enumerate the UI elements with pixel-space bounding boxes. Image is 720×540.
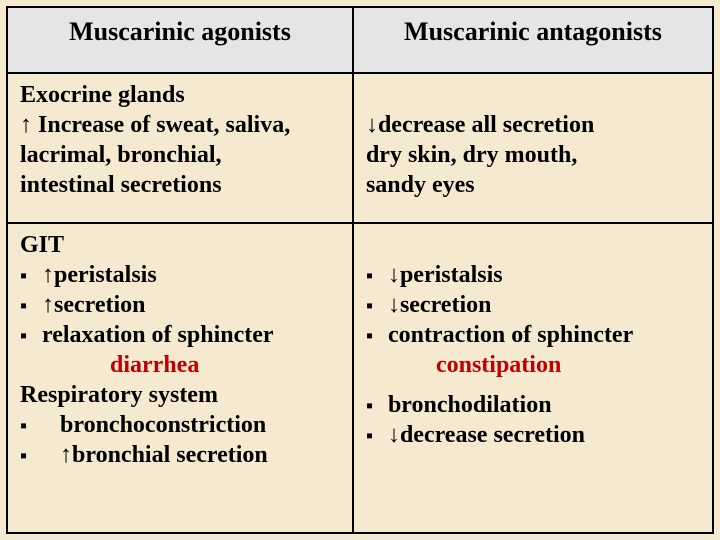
spacer bbox=[366, 230, 702, 260]
body-line: ↑ Increase of sweat, saliva, bbox=[20, 110, 342, 140]
outcome-text: constipation bbox=[366, 350, 702, 380]
bullet-icon: ▪ bbox=[366, 394, 388, 419]
table-row: Exocrine glands ↑ Increase of sweat, sal… bbox=[7, 73, 713, 223]
bullet-item: ▪ bronchoconstriction bbox=[20, 410, 342, 440]
outcome-text: diarrhea bbox=[20, 350, 342, 380]
cell-exocrine-agonist: Exocrine glands ↑ Increase of sweat, sal… bbox=[7, 73, 353, 223]
bullet-text: ↓secretion bbox=[388, 290, 492, 320]
bullet-icon: ▪ bbox=[366, 294, 388, 319]
section-title: Respiratory system bbox=[20, 380, 342, 410]
bullet-text: ↑secretion bbox=[42, 290, 146, 320]
bullet-item: ▪contraction of sphincter bbox=[366, 320, 702, 350]
comparison-table: Muscarinic agonists Muscarinic antagonis… bbox=[6, 6, 714, 534]
bullet-text: bronchodilation bbox=[388, 390, 552, 420]
bullet-item: ▪↓decrease secretion bbox=[366, 420, 702, 450]
bullet-icon: ▪ bbox=[366, 264, 388, 289]
table-row: GIT ▪↑peristalsis ▪↑secretion ▪relaxatio… bbox=[7, 223, 713, 533]
bullet-icon: ▪ bbox=[20, 324, 42, 349]
col-header-antagonists: Muscarinic antagonists bbox=[353, 7, 713, 73]
bullet-text: relaxation of sphincter bbox=[42, 320, 274, 350]
bullet-item: ▪↑secretion bbox=[20, 290, 342, 320]
bullet-icon: ▪ bbox=[366, 324, 388, 349]
bullet-icon: ▪ bbox=[20, 294, 42, 319]
bullet-item: ▪bronchodilation bbox=[366, 390, 702, 420]
bullet-icon: ▪ bbox=[20, 414, 42, 439]
section-title: GIT bbox=[20, 230, 342, 260]
bullet-text: bronchoconstriction bbox=[42, 410, 266, 440]
bullet-item: ▪↓peristalsis bbox=[366, 260, 702, 290]
bullet-icon: ▪ bbox=[20, 264, 42, 289]
body-line: ↓decrease all secretion bbox=[366, 110, 702, 140]
col-header-agonists: Muscarinic agonists bbox=[7, 7, 353, 73]
body-line: lacrimal, bronchial, bbox=[20, 140, 342, 170]
bullet-item: ▪ ↑bronchial secretion bbox=[20, 440, 342, 470]
bullet-text: ↓decrease secretion bbox=[388, 420, 585, 450]
bullet-text: contraction of sphincter bbox=[388, 320, 633, 350]
section-title: Exocrine glands bbox=[20, 80, 342, 110]
bullet-item: ▪relaxation of sphincter bbox=[20, 320, 342, 350]
bullet-text: ↑bronchial secretion bbox=[42, 440, 268, 470]
cell-git-resp-antagonist: ▪↓peristalsis ▪↓secretion ▪contraction o… bbox=[353, 223, 713, 533]
spacer bbox=[366, 80, 702, 110]
bullet-item: ▪↑peristalsis bbox=[20, 260, 342, 290]
bullet-text: ↓peristalsis bbox=[388, 260, 503, 290]
bullet-item: ▪↓secretion bbox=[366, 290, 702, 320]
table-header-row: Muscarinic agonists Muscarinic antagonis… bbox=[7, 7, 713, 73]
bullet-text: ↑peristalsis bbox=[42, 260, 157, 290]
cell-exocrine-antagonist: ↓decrease all secretion dry skin, dry mo… bbox=[353, 73, 713, 223]
body-line: sandy eyes bbox=[366, 170, 702, 200]
spacer bbox=[366, 380, 702, 390]
bullet-icon: ▪ bbox=[366, 424, 388, 449]
body-line: intestinal secretions bbox=[20, 170, 342, 200]
bullet-icon: ▪ bbox=[20, 444, 42, 469]
body-line: dry skin, dry mouth, bbox=[366, 140, 702, 170]
cell-git-resp-agonist: GIT ▪↑peristalsis ▪↑secretion ▪relaxatio… bbox=[7, 223, 353, 533]
